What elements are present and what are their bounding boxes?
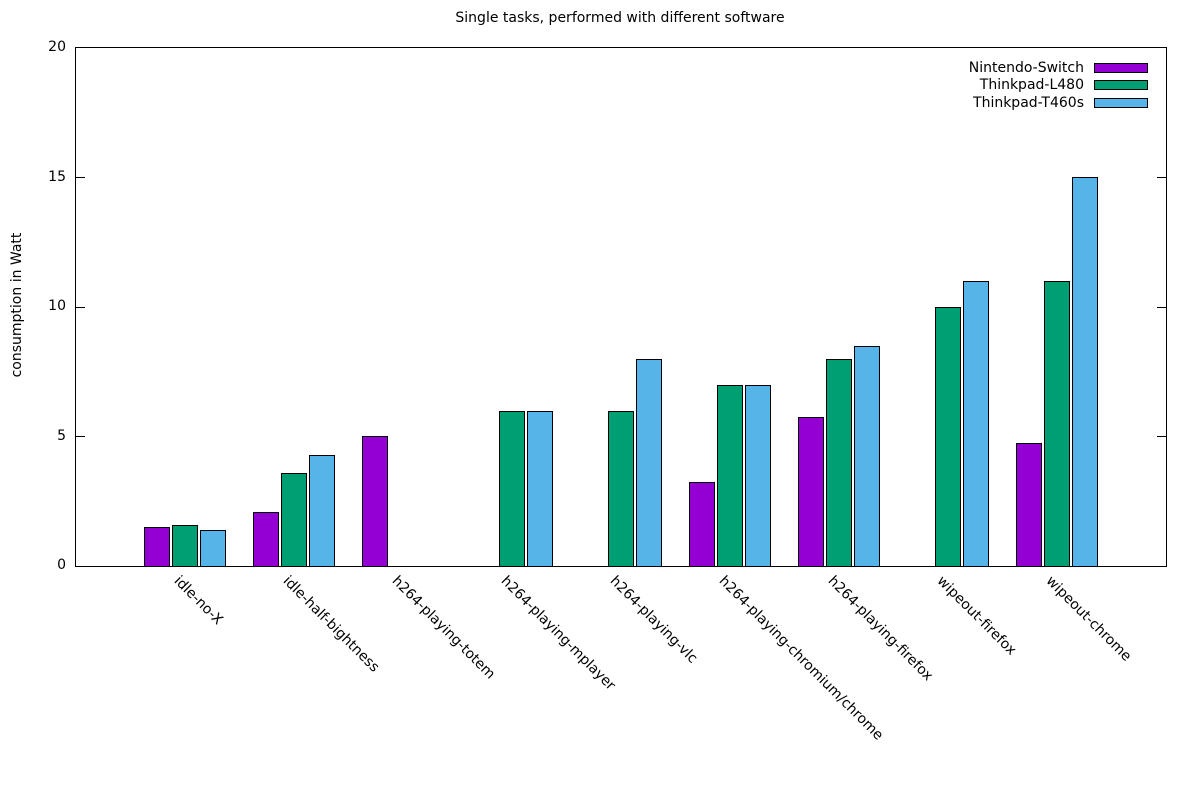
plot-area: Nintendo-Switch Thinkpad-L480 Thinkpad-T46…	[75, 47, 1167, 567]
bar-thinkpad-t460s-0	[199, 530, 226, 566]
y-tick-mark-right	[1157, 177, 1166, 178]
x-tick-label: wipeout-chrome	[1042, 573, 1135, 665]
y-tick-label: 5	[57, 427, 66, 444]
y-axis-label: consumption in Watt	[9, 232, 25, 378]
legend: Nintendo-Switch Thinkpad-L480 Thinkpad-T46…	[969, 59, 1148, 112]
bar-thinkpad-l480-1	[281, 473, 307, 566]
bar-thinkpad-l480-4	[608, 411, 634, 566]
x-tick-label: h264-playing-firefox	[824, 573, 936, 685]
y-tick-label: 15	[48, 168, 66, 185]
bar-nintendo-switch-1	[253, 512, 280, 566]
bar-nintendo-switch-2	[362, 436, 389, 566]
bar-nintendo-switch-0	[144, 527, 171, 566]
bar-thinkpad-l480-3	[499, 411, 525, 566]
chart-title: Single tasks, performed with different s…	[455, 10, 785, 26]
legend-swatch	[1094, 97, 1148, 108]
bar-thinkpad-t460s-1	[308, 455, 335, 566]
y-tick-label: 20	[48, 39, 66, 55]
y-tick-mark-left	[76, 436, 85, 437]
legend-label: Thinkpad-T460s	[973, 94, 1084, 111]
bar-thinkpad-l480-6	[826, 359, 852, 566]
x-tick-label: h264-playing-totem	[388, 573, 499, 683]
bar-thinkpad-l480-5	[717, 385, 743, 566]
x-tick-label: h264-playing-mplayer	[497, 573, 619, 694]
x-tick-label: idle-half-bightness	[279, 573, 383, 676]
legend-entry: Nintendo-Switch	[969, 59, 1148, 77]
y-tick-mark-right	[1157, 436, 1166, 437]
bar-thinkpad-l480-7	[935, 307, 961, 566]
x-tick-label: wipeout-firefox	[933, 573, 1020, 659]
y-tick-label: 0	[57, 557, 66, 573]
legend-entry: Thinkpad-T460s	[969, 94, 1148, 112]
bar-thinkpad-l480-0	[172, 525, 198, 566]
legend-swatch	[1094, 62, 1148, 73]
bar-nintendo-switch-8	[1016, 443, 1043, 566]
bar-thinkpad-t460s-6	[853, 346, 880, 566]
bar-nintendo-switch-6	[798, 417, 825, 566]
bar-thinkpad-t460s-8	[1071, 177, 1098, 566]
x-tick-label: h264-playing-vlc	[606, 573, 701, 667]
y-tick-mark-right	[1157, 306, 1166, 308]
legend-swatch	[1094, 80, 1148, 91]
bar-thinkpad-l480-8	[1044, 281, 1070, 566]
bar-thinkpad-t460s-3	[526, 411, 553, 566]
legend-label: Thinkpad-L480	[979, 77, 1084, 94]
bar-nintendo-switch-5	[689, 482, 716, 566]
legend-entry: Thinkpad-L480	[969, 77, 1148, 95]
bar-thinkpad-t460s-4	[635, 359, 662, 566]
x-tick-label: idle-no-X	[170, 573, 226, 629]
legend-label: Nintendo-Switch	[968, 59, 1084, 76]
bar-thinkpad-t460s-7	[962, 281, 989, 566]
bar-thinkpad-t460s-5	[744, 385, 771, 566]
y-tick-label: 10	[48, 298, 66, 314]
y-tick-mark-left	[76, 306, 85, 308]
y-tick-mark-left	[76, 177, 85, 178]
